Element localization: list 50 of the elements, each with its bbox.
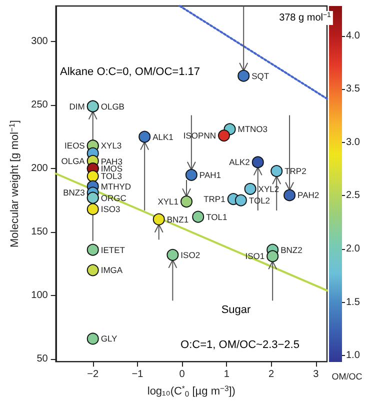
color-bar-label: 4.0: [346, 30, 360, 42]
annotation: XYL3: [100, 140, 122, 151]
annotation: DIM: [69, 101, 85, 112]
annotation: MTNO3: [238, 124, 268, 134]
annotation: BNZ2: [280, 244, 303, 255]
x-tick-label: 2: [268, 369, 274, 380]
annotation: SQT: [252, 70, 270, 81]
annotation: GLY: [100, 334, 118, 344]
annotation: PAH2: [298, 190, 320, 200]
annotation: ISO2: [180, 250, 200, 260]
annotation: IETET: [100, 244, 125, 255]
color-bar-label: 1.5: [346, 296, 360, 308]
x-tick-label: 1: [224, 369, 230, 380]
y-tick-label: 300: [31, 36, 48, 48]
y-tick-label: 250: [31, 100, 48, 111]
annotation: TOL3: [100, 171, 122, 182]
annotation: OLGB: [100, 101, 125, 112]
color-bar-title: OM/OC: [332, 372, 363, 382]
x-tick-label: −1: [132, 369, 144, 380]
annotation: Alkane O:C=0, OM/OC=1.17: [60, 66, 200, 78]
annotation: ALK1: [152, 132, 174, 142]
annotation: TOL1: [206, 212, 228, 222]
color-bar-label: 2.0: [346, 244, 360, 255]
color-bar-label: 3.5: [346, 84, 360, 95]
annotation: IEOS: [64, 140, 86, 151]
annotation: ISO1: [245, 251, 265, 262]
color-bar-label: 3.0: [346, 136, 360, 148]
annotation: ISO3: [100, 204, 120, 214]
annotation: BNZ1: [166, 214, 189, 224]
annotation: O:C=1, OM/OC~2.3−2.5: [180, 339, 300, 351]
annotation: BNZ3: [63, 188, 86, 198]
annotation: MTHYD: [100, 181, 132, 192]
annotation: PAH3: [100, 156, 123, 166]
color-bar-label: 2.5: [346, 190, 360, 202]
y-tick-label: 100: [31, 290, 48, 302]
annotation: TRP1: [204, 194, 226, 204]
color-bar-label: 1.0: [346, 350, 360, 362]
x-tick-label: −2: [87, 369, 99, 380]
y-tick-label: 50: [36, 354, 48, 365]
y-tick-label: 200: [31, 163, 48, 174]
annotation: Sugar: [221, 304, 252, 316]
annotation: IMOS: [100, 164, 123, 174]
annotation: PAH1: [199, 170, 222, 180]
annotation: OLGA: [61, 156, 86, 166]
x-tick-label: 0: [179, 369, 186, 380]
y-tick-label: 150: [31, 226, 48, 238]
annotation: XYL1: [158, 196, 179, 207]
annotation: IMGA: [100, 265, 123, 276]
annotation: ALK2: [229, 157, 250, 168]
x-tick-label: 3: [313, 369, 320, 380]
